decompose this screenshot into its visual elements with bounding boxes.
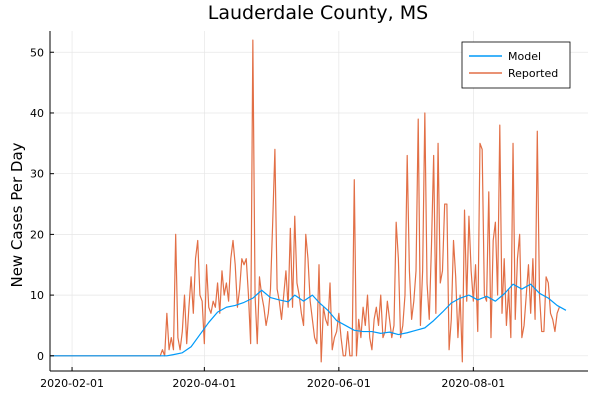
y-tick-label: 50 [30, 46, 44, 59]
legend-label-model: Model [508, 50, 541, 63]
y-axis-label: New Cases Per Day [8, 142, 26, 287]
chart-title: Lauderdale County, MS [208, 2, 428, 24]
legend: Model Reported [461, 41, 571, 89]
legend-box [461, 41, 571, 89]
y-tick-label: 0 [37, 350, 44, 363]
axes: 0 10 20 30 40 50 2020-02-01 2020-04-01 2020-06-0… [30, 31, 588, 390]
x-tick-label: 2020-04-01 [172, 377, 236, 390]
series-line-model [50, 283, 567, 357]
series-layer [50, 39, 567, 363]
series-line-reported [50, 39, 560, 363]
grid-lines [50, 31, 588, 371]
x-tick-label: 2020-02-01 [40, 377, 104, 390]
y-tick-label: 40 [30, 107, 44, 120]
y-tick-label: 10 [30, 289, 44, 302]
y-tick-label: 20 [30, 228, 44, 241]
x-tick-label: 2020-06-01 [307, 377, 371, 390]
legend-label-reported: Reported [508, 67, 558, 80]
y-tick-label: 30 [30, 168, 44, 181]
x-tick-label: 2020-08-01 [441, 377, 505, 390]
